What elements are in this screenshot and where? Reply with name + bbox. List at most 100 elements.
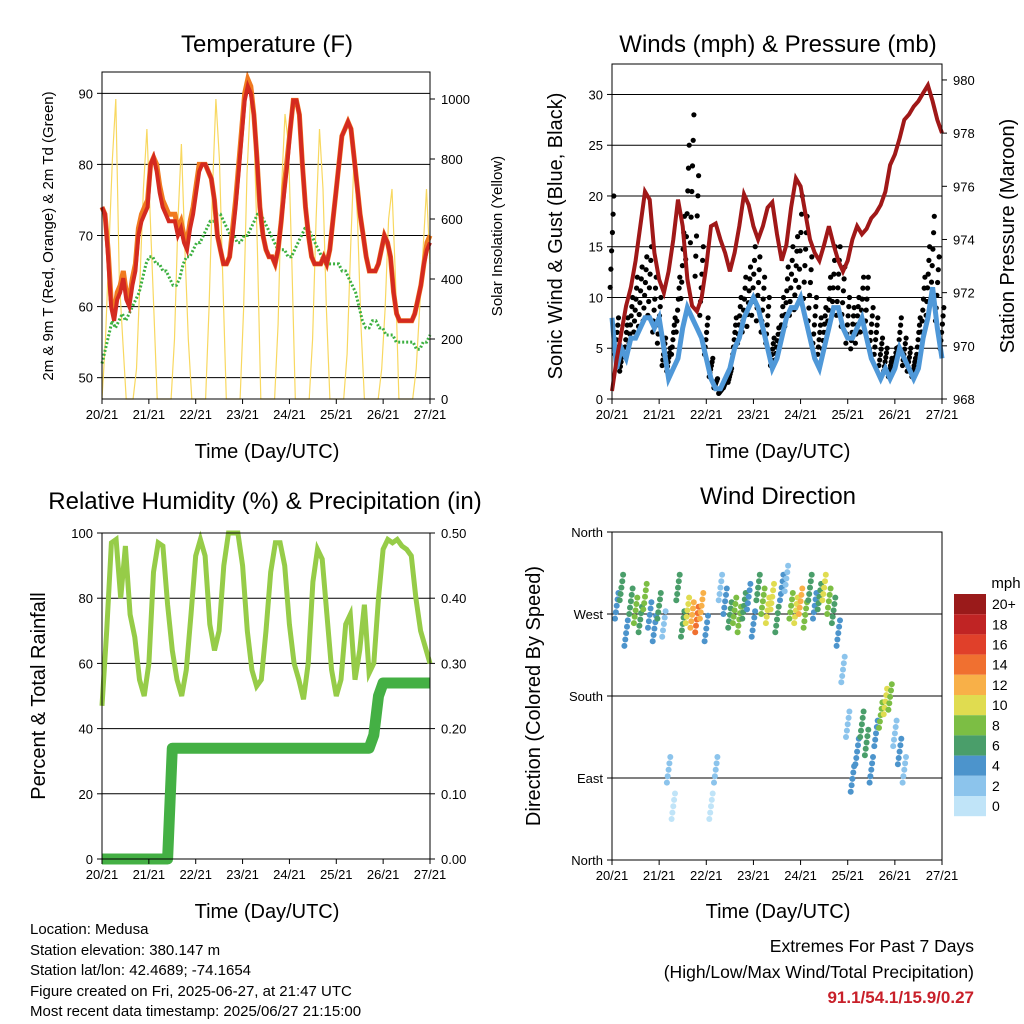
direction-point [755, 584, 762, 591]
direction-point [744, 600, 751, 607]
data-timestamp: Most recent data timestamp: 2025/06/27 2… [30, 1003, 362, 1020]
y-tick-label: 5 [596, 341, 603, 356]
gust-point [790, 244, 796, 250]
direction-point [660, 621, 667, 627]
x-tick-label: 27/21 [926, 868, 959, 883]
direction-point [627, 598, 634, 605]
direction-point [891, 736, 897, 743]
gust-point [854, 313, 861, 319]
gust-point [634, 285, 640, 291]
direction-point [707, 809, 714, 816]
direction-point [624, 623, 630, 630]
direction-point [616, 597, 623, 604]
direction-x-ticks: 20/21 21/21 22/21 23/21 24/21 25/21 26/21 27/21 [596, 860, 959, 883]
direction-point [891, 730, 898, 737]
direction-point [748, 633, 755, 640]
y-tick-label-right: 0.10 [441, 787, 466, 802]
gust-point [673, 329, 679, 335]
gust-point [834, 298, 840, 305]
direction-xlabel: Time (Day/UTC) [706, 901, 851, 923]
gust-point [751, 257, 758, 263]
direction-point [848, 782, 855, 789]
y-tick-label-right: 980 [953, 73, 975, 88]
direction-point [843, 727, 850, 734]
direction-point [831, 601, 838, 607]
y-tick-label-right: 978 [953, 126, 975, 141]
gust-point [788, 271, 795, 277]
station-location: Location: Medusa [30, 921, 149, 938]
gust-point [897, 329, 903, 335]
gust-point [929, 263, 935, 269]
direction-point [640, 606, 647, 613]
y-tick-label: 80 [79, 157, 93, 172]
gust-point [851, 305, 857, 311]
gust-point [803, 246, 809, 252]
gust-point [848, 346, 854, 352]
direction-point [796, 604, 803, 611]
gust-point [792, 292, 798, 298]
gust-point [696, 173, 702, 179]
humidity-title: Relative Humidity (%) & Precipitation (i… [48, 488, 481, 515]
direction-point [839, 673, 846, 679]
direction-point [846, 708, 853, 715]
gust-point [651, 307, 657, 313]
direction-point [844, 721, 851, 728]
direction-point [799, 585, 806, 592]
x-tick-label: 20/21 [596, 868, 629, 883]
direction-point [619, 578, 626, 585]
direction-point [758, 611, 765, 617]
y-tick-label: 15 [589, 240, 603, 255]
gust-point [636, 311, 642, 318]
gust-point [692, 273, 698, 279]
winds-panel: Winds (mph) & Pressure (mb) 0 5 10 15 20 25 30… [545, 31, 1019, 463]
gust-point [859, 296, 865, 302]
colorbar-label: 6 [992, 738, 1000, 754]
direction-point [801, 618, 808, 625]
direction-point [734, 629, 741, 636]
extremes-values: 91.1/54.1/15.9/0.27 [827, 988, 974, 1007]
direction-point [900, 773, 907, 780]
gust-point [940, 313, 946, 319]
direction-point [795, 611, 802, 617]
humidity-x-ticks: 20/21 21/21 22/21 23/21 24/21 25/21 26/21 27/21 [86, 859, 446, 882]
direction-point [723, 585, 730, 592]
direction-point [802, 611, 809, 618]
colorbar-label: 2 [992, 778, 1000, 794]
gust-point [629, 304, 635, 310]
colorbar-swatch [954, 695, 986, 716]
direction-point [822, 571, 829, 578]
direction-point [627, 604, 633, 611]
gust-point [737, 304, 743, 310]
gust-point [872, 344, 878, 350]
direction-point [664, 773, 671, 780]
direction-point [712, 766, 719, 773]
gust-point [878, 346, 884, 352]
direction-point [752, 608, 759, 615]
direction-point [678, 627, 685, 634]
gust-point [674, 318, 680, 324]
direction-point [863, 739, 870, 746]
gust-point [631, 318, 638, 324]
gust-point [627, 322, 634, 328]
speed-colorbar: mph 20+ 18 16 14 12 10 8 6 4 2 0 [954, 575, 1021, 817]
direction-point [774, 610, 781, 617]
direction-point [635, 629, 642, 636]
pressure-ylabel: Station Pressure (Maroon) [997, 119, 1019, 354]
direction-point [854, 748, 861, 755]
direction-point [706, 816, 713, 822]
gust-point [855, 304, 861, 310]
direction-point [632, 607, 639, 614]
direction-point [769, 593, 776, 600]
direction-point [654, 615, 661, 622]
direction-point [814, 606, 821, 613]
direction-point [808, 571, 815, 578]
temperature-ylabel: 2m & 9m T (Red, Orange) & 2m Td (Green) [40, 91, 57, 380]
gust-point [837, 244, 843, 250]
direction-point [722, 598, 729, 605]
direction-point [626, 611, 633, 617]
gust-point [679, 279, 685, 285]
direction-point [656, 602, 663, 609]
station-latlon: Station lat/lon: 42.4689; -74.1654 [30, 962, 252, 979]
direction-point [772, 629, 779, 636]
y-tick-label: 60 [79, 300, 93, 315]
